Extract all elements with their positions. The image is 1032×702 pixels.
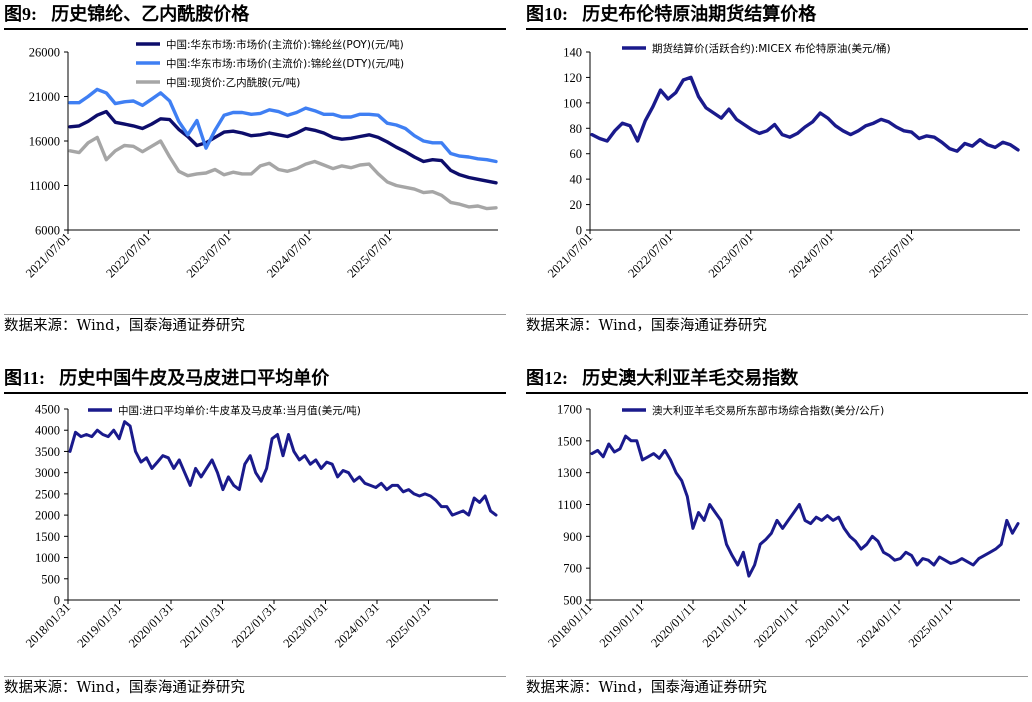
legend-label-0: 期货结算价(活跃合约):MICEX 布伦特原油(美元/桶) [652,42,891,55]
y-tick-label: 1000 [35,551,60,565]
legend-label-0: 中国:华东市场:市场价(主流价):锦纶丝(POY)(元/吨) [166,38,404,51]
fig12-panel: 图12: 历史澳大利亚羊毛交易指数 1700 1500 1300 1100 900 700… [526,364,1028,702]
x-tick-label: 2018/01/11 [545,600,595,650]
x-tick-label: 2022/07/01 [625,230,675,280]
series-line-1 [68,87,498,164]
x-tick-label: 2021/01/31 [177,600,227,650]
x-tick-label: 2023/01/31 [280,600,330,650]
y-tick-label: 120 [563,71,582,85]
y-tick-label: 140 [563,46,582,60]
y-tick-label: 4000 [35,424,60,438]
series-line-2 [68,135,498,211]
fig10-panel: 图10: 历史布伦特原油期货结算价格 140 120 100 80 60 40 20 0 202… [526,0,1028,346]
x-tick-label: 2022/01/31 [229,600,279,650]
legend-label-0: 中国:进口平均单价:牛皮革及马皮革:当月值(美元/吨) [118,404,361,417]
x-tick-label: 2023/07/01 [706,230,756,280]
x-tick-label: 2024/07/01 [264,230,314,280]
y-tick-label: 20 [570,198,583,212]
y-tick-label: 2500 [35,487,60,501]
y-tick-label: 3500 [35,445,60,459]
fig10-source: 数据来源：Wind，国泰海通证券研究 [526,314,1028,337]
legend-label-2: 中国:现货价:乙内酰胺(元/吨) [166,76,300,89]
y-tick-label: 700 [563,562,582,576]
series-line-0 [590,75,1020,153]
fig11-chart: 4500 4000 3500 3000 2500 2000 1500 1000 500 02018… [23,403,498,650]
y-tick-label: 500 [41,572,60,586]
y-tick-label: 11000 [29,179,60,193]
fig12-title: 图12: 历史澳大利亚羊毛交易指数 [526,364,1028,394]
x-tick-label: 2024/07/01 [786,230,836,280]
y-tick-label: 0 [54,594,60,608]
y-tick-label: 2000 [35,509,60,523]
y-tick-label: 900 [563,530,582,544]
x-tick-label: 2022/01/11 [751,600,801,650]
x-tick-label: 2024/01/11 [854,600,904,650]
fig11-title-text: 历史中国牛皮及马皮进口平均单价 [59,368,330,389]
fig12-title-text: 历史澳大利亚羊毛交易指数 [582,368,799,389]
x-tick-label: 2021/07/01 [545,230,595,280]
fig12-title-number: 图12: [526,368,568,388]
fig10-title-number: 图10: [526,4,568,24]
fig10-title-text: 历史布伦特原油期货结算价格 [582,4,817,25]
y-tick-label: 1500 [35,530,60,544]
y-tick-label: 21000 [29,90,60,104]
fig9-source: 数据来源：Wind，国泰海通证券研究 [4,314,506,337]
y-tick-label: 1300 [557,466,582,480]
y-tick-label: 16000 [29,135,60,149]
y-tick-label: 26000 [29,46,60,60]
fig9-title-number: 图9: [4,4,37,24]
fig11-title: 图11: 历史中国牛皮及马皮进口平均单价 [4,364,506,394]
x-tick-label: 2025/01/31 [383,600,433,650]
x-tick-label: 2025/01/11 [906,600,956,650]
y-tick-label: 1500 [557,434,582,448]
y-tick-label: 4500 [35,403,60,417]
y-tick-label: 3000 [35,466,60,480]
x-tick-label: 2018/01/31 [23,600,73,650]
fig10-title: 图10: 历史布伦特原油期货结算价格 [526,0,1028,30]
x-tick-label: 2019/01/11 [597,600,647,650]
fig11-source: 数据来源：Wind，国泰海通证券研究 [4,676,506,699]
fig9-title: 图9: 历史锦纶、乙内酰胺价格 [4,0,506,30]
y-tick-label: 80 [570,122,583,136]
y-tick-label: 1100 [557,498,582,512]
x-tick-label: 2021/07/01 [23,230,73,280]
x-tick-label: 2020/01/11 [648,600,698,650]
y-tick-label: 500 [563,594,582,608]
fig12-source: 数据来源：Wind，国泰海通证券研究 [526,676,1028,699]
y-tick-label: 0 [576,224,582,238]
x-tick-label: 2025/07/01 [344,230,394,280]
y-tick-label: 6000 [35,224,60,238]
x-tick-label: 2024/01/31 [332,600,382,650]
fig11-title-number: 图11: [4,368,46,388]
x-tick-label: 2025/07/01 [866,230,916,280]
x-tick-label: 2019/01/31 [74,600,124,650]
x-tick-label: 2021/01/11 [700,600,750,650]
fig11-panel: 图11: 历史中国牛皮及马皮进口平均单价 4500 4000 3500 3000 250… [4,364,506,702]
x-tick-label: 2020/01/31 [126,600,176,650]
legend-label-1: 中国:华东市场:市场价(主流价):锦纶丝(DTY)(元/吨) [166,57,404,70]
x-tick-label: 2022/07/01 [103,230,153,280]
y-tick-label: 1700 [557,403,582,417]
y-tick-label: 40 [570,173,583,187]
series-line-0 [68,109,498,185]
y-tick-label: 60 [570,147,583,161]
legend-label-0: 澳大利亚羊毛交易所东部市场综合指数(美分/公斤) [652,404,884,417]
y-tick-label: 100 [563,96,582,110]
x-tick-label: 2023/01/11 [803,600,853,650]
series-line-0 [68,420,498,517]
fig9-panel: 图9: 历史锦纶、乙内酰胺价格 26000 21000 16000 11000 6000… [4,0,506,346]
x-tick-label: 2023/07/01 [184,230,234,280]
series-line-0 [590,434,1020,578]
fig9-title-text: 历史锦纶、乙内酰胺价格 [51,4,250,25]
